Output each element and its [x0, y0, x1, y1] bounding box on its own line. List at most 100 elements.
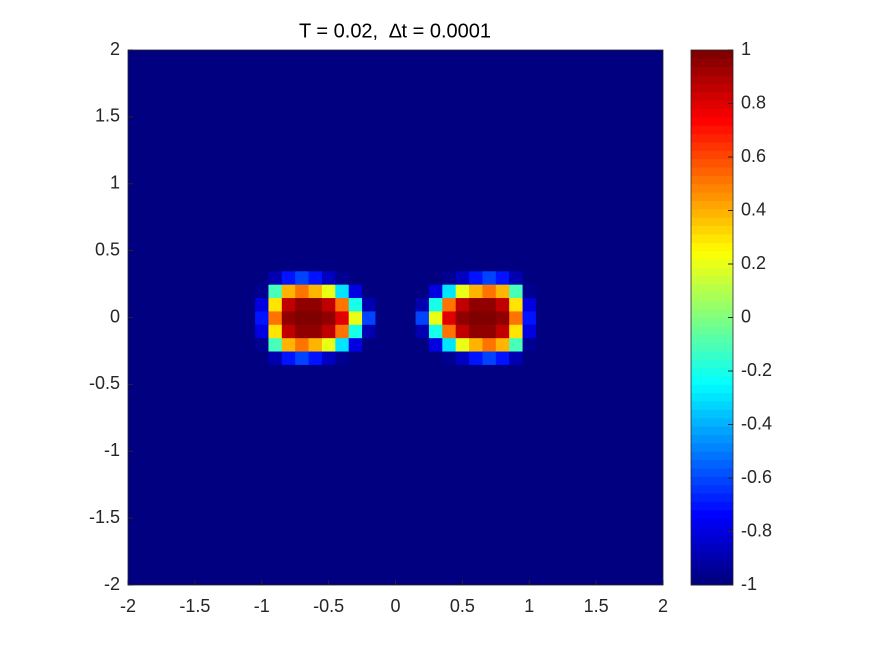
heatmap-cell — [174, 110, 189, 125]
heatmap-cell — [134, 524, 149, 539]
heatmap-cell — [535, 511, 550, 526]
heatmap-cell — [629, 136, 644, 151]
heatmap-cell — [228, 270, 243, 285]
heatmap-cell — [616, 96, 631, 111]
heatmap-cell — [281, 457, 296, 472]
heatmap-cell — [281, 377, 296, 392]
heatmap-cell — [214, 96, 229, 111]
heatmap-cell — [656, 284, 663, 299]
heatmap-cell — [428, 83, 443, 98]
colorbar-swatch — [691, 459, 733, 469]
heatmap-cell — [629, 498, 644, 513]
heatmap-cell — [428, 56, 443, 71]
heatmap-cell — [308, 83, 323, 98]
heatmap-cell — [428, 310, 443, 325]
heatmap-cell — [562, 297, 577, 312]
heatmap-cell — [509, 110, 524, 125]
heatmap-cell — [148, 324, 163, 339]
heatmap-cell — [482, 364, 497, 379]
heatmap-cell — [629, 163, 644, 178]
heatmap-cell — [469, 230, 484, 245]
heatmap-cell — [255, 511, 270, 526]
heatmap-cell — [281, 203, 296, 218]
heatmap-cell — [128, 350, 136, 365]
heatmap-cell — [442, 498, 457, 513]
heatmap-cell — [562, 350, 577, 365]
heatmap-cell — [214, 136, 229, 151]
colorbar-swatch — [691, 284, 733, 293]
heatmap-cell — [388, 391, 403, 406]
heatmap-cell — [442, 391, 457, 406]
heatmap-cell — [161, 511, 176, 526]
heatmap-cell — [335, 150, 350, 165]
heatmap-cell — [308, 498, 323, 513]
heatmap-cell — [482, 257, 497, 272]
heatmap-cell — [148, 551, 163, 566]
heatmap-cell — [362, 538, 377, 553]
heatmap-cell — [388, 123, 403, 138]
heatmap-cell — [161, 203, 176, 218]
heatmap-cell — [134, 404, 149, 419]
colorbar-swatch — [691, 484, 733, 494]
heatmap-cell — [415, 190, 430, 205]
heatmap-cell — [268, 70, 283, 85]
heatmap-cell — [602, 404, 617, 419]
heatmap-cell — [268, 471, 283, 486]
colorbar-swatch — [691, 116, 733, 126]
heatmap-cell — [362, 190, 377, 205]
heatmap-cell — [388, 310, 403, 325]
heatmap-cell — [241, 136, 256, 151]
heatmap-cell — [134, 471, 149, 486]
heatmap-cell — [308, 511, 323, 526]
heatmap-cell — [281, 564, 296, 579]
heatmap-cell — [241, 578, 256, 585]
heatmap-cell — [201, 56, 216, 71]
heatmap-cell — [241, 110, 256, 125]
heatmap-cell — [281, 177, 296, 192]
heatmap-cell — [535, 203, 550, 218]
heatmap-cell — [642, 284, 657, 299]
heatmap-cell — [348, 364, 363, 379]
colorbar-swatch — [691, 208, 733, 218]
heatmap-cell — [535, 551, 550, 566]
heatmap-cell — [509, 50, 524, 58]
heatmap-cell — [295, 551, 310, 566]
heatmap-cell — [308, 310, 323, 325]
heatmap-cell — [455, 83, 470, 98]
colorbar-swatch — [691, 233, 733, 243]
heatmap-cell — [321, 150, 336, 165]
heatmap-cell — [268, 217, 283, 232]
heatmap-cell — [442, 177, 457, 192]
heatmap-cell — [562, 551, 577, 566]
heatmap-cell — [442, 364, 457, 379]
heatmap-cell — [201, 564, 216, 579]
heatmap-cell — [281, 83, 296, 98]
heatmap-cell — [549, 324, 564, 339]
heatmap-cell — [616, 364, 631, 379]
heatmap-cell — [535, 150, 550, 165]
heatmap-cell — [388, 136, 403, 151]
heatmap-cell — [228, 511, 243, 526]
heatmap-cell — [161, 50, 176, 58]
heatmap-cell — [576, 243, 591, 258]
y-tick-label: -1 — [104, 440, 120, 460]
heatmap-cell — [228, 177, 243, 192]
heatmap-cell — [415, 457, 430, 472]
heatmap-cell — [348, 190, 363, 205]
heatmap-cell — [174, 484, 189, 499]
heatmap-cell — [174, 83, 189, 98]
heatmap-cell — [602, 498, 617, 513]
heatmap-cell — [268, 578, 283, 585]
heatmap-cell — [549, 96, 564, 111]
heatmap-cell — [148, 83, 163, 98]
heatmap-cell — [201, 230, 216, 245]
heatmap-cell — [509, 511, 524, 526]
heatmap-cell — [255, 350, 270, 365]
heatmap-cell — [148, 243, 163, 258]
heatmap-cell — [415, 230, 430, 245]
heatmap-cell — [375, 230, 390, 245]
heatmap-cell — [134, 96, 149, 111]
heatmap-cell — [335, 578, 350, 585]
heatmap-cell — [629, 538, 644, 553]
